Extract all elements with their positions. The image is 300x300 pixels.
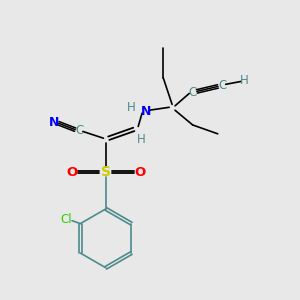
Text: C: C (218, 79, 226, 92)
Text: C: C (189, 86, 197, 99)
Text: H: H (127, 101, 135, 114)
Text: H: H (137, 133, 146, 146)
Text: C: C (75, 124, 83, 137)
Text: O: O (66, 166, 78, 178)
Text: O: O (134, 166, 145, 178)
Text: N: N (49, 116, 59, 128)
Text: S: S (101, 165, 111, 179)
Text: H: H (240, 74, 249, 87)
Text: Cl: Cl (60, 213, 72, 226)
Text: N: N (140, 105, 151, 118)
